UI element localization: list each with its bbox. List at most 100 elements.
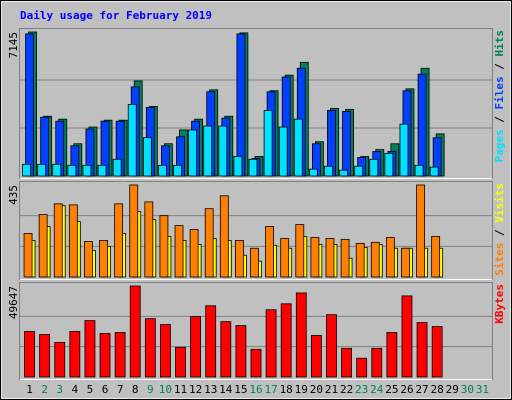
bar (219, 195, 229, 278)
x-tick-label: 28 (431, 383, 444, 396)
bar (82, 164, 92, 177)
bar (188, 129, 198, 177)
x-tick-label: 20 (310, 383, 323, 396)
bar (159, 215, 169, 278)
bar (384, 153, 394, 177)
bar (84, 241, 93, 278)
legend-entry: Pages (493, 129, 506, 162)
x-tick-label: 15 (234, 383, 247, 396)
x-tick-label: 14 (219, 383, 233, 396)
bar (386, 332, 398, 378)
bar (22, 163, 31, 177)
bar (114, 203, 124, 278)
bar (190, 316, 202, 378)
bar (189, 229, 199, 278)
x-tick-label: 4 (72, 383, 79, 396)
legend-entry: KBytes (493, 284, 506, 324)
bar (399, 123, 409, 177)
bar (341, 347, 352, 378)
bar (67, 164, 77, 177)
bar (204, 208, 214, 278)
bar (220, 321, 232, 378)
legend: Pages / Files / Hits (493, 30, 506, 163)
x-tick-label: 18 (280, 383, 293, 396)
bar (280, 238, 290, 278)
bar (112, 158, 122, 177)
bar (354, 165, 364, 177)
bar (144, 318, 156, 378)
x-tick-label: 10 (159, 383, 172, 396)
bar (278, 126, 288, 177)
bar (265, 226, 274, 278)
bar (129, 285, 141, 378)
bar (369, 158, 379, 177)
bar (416, 184, 425, 278)
bar (175, 346, 186, 378)
chart-title: Daily usage for February 2019 (20, 9, 212, 22)
bar (326, 314, 337, 378)
bar (265, 309, 277, 378)
bar (235, 325, 247, 378)
x-tick-label: 24 (370, 383, 384, 396)
bar (355, 242, 365, 278)
x-tick-label: 5 (87, 383, 94, 396)
x-tick-label: 9 (147, 383, 154, 396)
x-tick-label: 31 (476, 383, 489, 396)
bar (158, 164, 167, 177)
bar (431, 326, 443, 378)
bar (401, 295, 413, 378)
bar (233, 156, 243, 177)
bar (280, 303, 292, 378)
bar (250, 247, 259, 278)
x-tick-label: 7 (117, 383, 124, 396)
x-tick-label: 8 (132, 383, 139, 396)
bar (54, 341, 66, 378)
bar (52, 163, 62, 177)
bar (340, 238, 350, 278)
x-tick-label: 29 (446, 383, 459, 396)
bar (385, 237, 395, 278)
x-tick-label: 30 (461, 383, 474, 396)
bar (295, 292, 307, 378)
bar (203, 125, 213, 177)
bar (39, 334, 51, 378)
y-tick-label: 435 (7, 185, 20, 205)
bar (127, 104, 137, 177)
bar (356, 357, 368, 378)
bar (99, 240, 108, 278)
bar (38, 214, 48, 278)
legend-separator: / (493, 223, 506, 243)
bar (429, 166, 439, 177)
bar (160, 324, 171, 378)
bar (248, 158, 258, 177)
x-tick-label: 23 (355, 383, 368, 396)
legend-separator: / (493, 57, 506, 77)
bar (263, 109, 273, 177)
bar (37, 163, 47, 177)
x-tick-label: 6 (102, 383, 109, 396)
bar (371, 347, 383, 378)
bar (53, 203, 63, 278)
y-tick-label: 49647 (7, 286, 20, 319)
x-tick-label: 17 (264, 383, 277, 396)
x-tick-label: 27 (415, 383, 428, 396)
bar (218, 125, 228, 177)
legend: Sites / Visits (493, 183, 506, 276)
bar (114, 332, 126, 378)
x-tick-label: 25 (385, 383, 398, 396)
bar (173, 164, 182, 177)
bar (84, 320, 96, 378)
bar (339, 169, 348, 177)
bar (293, 118, 303, 177)
bar (129, 184, 139, 278)
bar (99, 333, 111, 378)
x-tick-label: 12 (189, 383, 202, 396)
legend-separator: / (493, 110, 506, 130)
bar (68, 204, 78, 278)
bar (236, 33, 246, 177)
bar (295, 224, 305, 278)
x-tick-label: 21 (325, 383, 338, 396)
x-tick-label: 2 (41, 383, 48, 396)
